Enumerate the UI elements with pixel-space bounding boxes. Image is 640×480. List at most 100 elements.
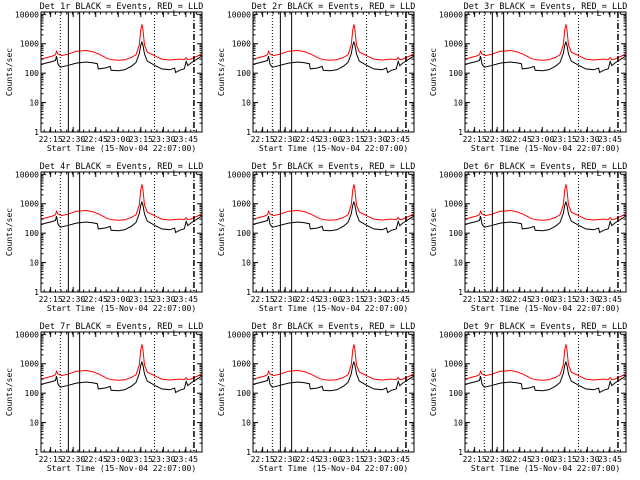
y-axis-label: Counts/sec [429, 208, 438, 256]
plot-frame [40, 171, 203, 293]
x-tick-label: 23:00 [318, 455, 342, 464]
y-tick-label: 100 [25, 69, 40, 78]
series-line-events [252, 200, 415, 234]
series-line-events [464, 40, 627, 74]
marker-label: L [173, 169, 178, 178]
x-tick-label: 23:15 [553, 455, 577, 464]
x-tick-label: 22:30 [273, 135, 297, 144]
y-tick-label: 10000 [15, 170, 39, 179]
marker-label: L [385, 329, 390, 338]
y-tick-label: 1 [246, 448, 251, 457]
y-tick-label: 1000 [444, 40, 463, 49]
panel-5: L 1 10 100 1000 10000 22:1522:3022:4523:0023:1… [217, 162, 415, 313]
panel-title: Det 6r BLACK = Events, RED = LLD [464, 162, 628, 172]
x-tick-label: 22:30 [485, 455, 509, 464]
series-line-lld [40, 344, 203, 381]
x-tick-label: 23:00 [106, 295, 130, 304]
marker-label: L [385, 9, 390, 18]
plot-frame [464, 331, 627, 453]
y-axis-label: Counts/sec [217, 48, 226, 96]
x-tick-label: 22:15 [39, 135, 63, 144]
x-tick-label: 23:30 [363, 455, 387, 464]
x-axis-label: Start Time (15-Nov-04 22:07:00) [471, 304, 620, 313]
x-tick-label: 23:15 [341, 455, 365, 464]
series-line-lld [252, 24, 415, 61]
y-tick-label: 100 [25, 229, 40, 238]
y-tick-label: 10000 [15, 330, 39, 339]
series-line-events [252, 360, 415, 394]
series-line-lld [464, 184, 627, 221]
y-tick-label: 100 [449, 229, 464, 238]
plot-frame [40, 11, 203, 133]
x-tick-label: 23:45 [598, 135, 622, 144]
x-tick-label: 23:00 [530, 455, 554, 464]
series-line-lld [40, 24, 203, 61]
x-tick-label: 23:15 [553, 295, 577, 304]
x-tick-label: 23:00 [106, 135, 130, 144]
x-tick-label: 22:45 [296, 135, 320, 144]
y-axis-label: Counts/sec [217, 368, 226, 416]
y-tick-label: 1 [34, 288, 39, 297]
x-axis-label: Start Time (15-Nov-04 22:07:00) [259, 144, 408, 153]
series-line-events [40, 40, 203, 74]
x-tick-label: 23:45 [174, 455, 198, 464]
x-tick-label: 23:30 [363, 295, 387, 304]
y-tick-label: 100 [237, 69, 252, 78]
x-tick-label: 23:30 [575, 455, 599, 464]
y-tick-label: 1 [458, 128, 463, 137]
y-tick-label: 1000 [20, 360, 39, 369]
y-tick-label: 100 [449, 69, 464, 78]
panel-title: Det 7r BLACK = Events, RED = LLD [40, 322, 204, 332]
x-tick-label: 22:30 [485, 135, 509, 144]
series-line-events [40, 200, 203, 234]
x-axis-label: Start Time (15-Nov-04 22:07:00) [47, 464, 196, 473]
y-axis-label: Counts/sec [217, 208, 226, 256]
x-tick-label: 22:30 [273, 295, 297, 304]
y-tick-label: 1 [246, 288, 251, 297]
x-axis-label: Start Time (15-Nov-04 22:07:00) [471, 144, 620, 153]
y-tick-label: 1 [458, 288, 463, 297]
y-tick-label: 10 [29, 419, 39, 428]
y-tick-label: 1000 [20, 40, 39, 49]
y-tick-label: 10 [453, 99, 463, 108]
x-axis-label: Start Time (15-Nov-04 22:07:00) [259, 464, 408, 473]
x-tick-label: 23:45 [386, 135, 410, 144]
panel-title: Det 4r BLACK = Events, RED = LLD [40, 162, 204, 172]
x-tick-label: 22:15 [251, 135, 275, 144]
y-tick-label: 10 [453, 259, 463, 268]
marker-label: L [597, 9, 602, 18]
x-tick-label: 22:15 [463, 135, 487, 144]
panel-8: L 1 10 100 1000 10000 22:1522:3022:4523:0023:1… [217, 322, 415, 473]
plot-frame [252, 171, 415, 293]
y-axis-label: Counts/sec [429, 48, 438, 96]
y-tick-label: 10000 [227, 10, 251, 19]
y-tick-label: 1 [458, 448, 463, 457]
y-tick-label: 10 [453, 419, 463, 428]
y-tick-label: 100 [237, 229, 252, 238]
y-tick-label: 1 [246, 128, 251, 137]
x-tick-label: 23:45 [386, 455, 410, 464]
x-tick-label: 23:30 [151, 455, 175, 464]
x-tick-label: 23:15 [341, 295, 365, 304]
panel-4: L 1 10 100 1000 10000 22:1522:3022:4523:0023:1… [5, 162, 203, 313]
x-tick-label: 23:30 [151, 295, 175, 304]
x-tick-label: 23:15 [341, 135, 365, 144]
series-line-lld [464, 344, 627, 381]
x-tick-label: 22:30 [61, 295, 85, 304]
y-axis-label: Counts/sec [5, 48, 14, 96]
panel-9: L 1 10 100 1000 10000 22:1522:3022:4523:0023:1… [429, 322, 627, 473]
y-tick-label: 1000 [20, 200, 39, 209]
y-tick-label: 100 [449, 389, 464, 398]
y-tick-label: 10000 [439, 170, 463, 179]
x-tick-label: 22:15 [463, 295, 487, 304]
x-tick-label: 22:45 [296, 455, 320, 464]
x-axis-label: Start Time (15-Nov-04 22:07:00) [471, 464, 620, 473]
panel-7: L 1 10 100 1000 10000 22:1522:3022:4523:0023:1… [5, 322, 203, 473]
x-tick-label: 23:00 [318, 135, 342, 144]
x-tick-label: 23:45 [386, 295, 410, 304]
plot-frame [40, 331, 203, 453]
marker-label: L [173, 329, 178, 338]
x-tick-label: 22:45 [84, 455, 108, 464]
y-tick-label: 10 [29, 259, 39, 268]
